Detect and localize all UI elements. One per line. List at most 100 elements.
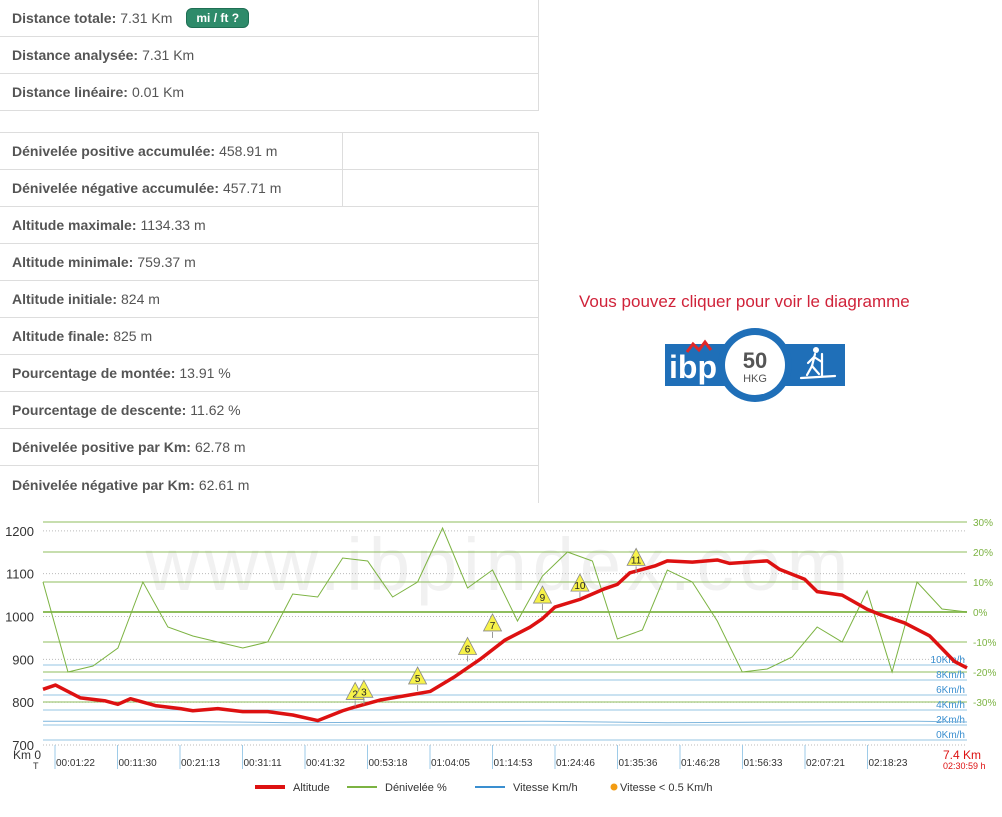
marker-triangle <box>482 613 503 632</box>
x-start-sub: T <box>33 761 39 771</box>
x-start-label: Km 0 <box>13 748 41 762</box>
series-slope-line <box>42 526 968 674</box>
y-tick-speed: 6Km/h <box>936 685 965 696</box>
distance-analysed-value: 7.31 Km <box>142 47 195 63</box>
distance-analysed-row: Distance analysée: 7.31 Km <box>0 37 539 74</box>
elevation-row-value: 458.91 m <box>219 143 278 159</box>
elevation-table: Dénivelée positive accumulée: 458.91 m D… <box>0 132 539 503</box>
distance-linear-row: Distance linéaire: 0.01 Km <box>0 74 539 111</box>
y-tick-speed: 2Km/h <box>936 715 965 726</box>
y-tick-speed: 4Km/h <box>936 700 965 711</box>
end-time: 02:30:59 h <box>943 761 986 771</box>
diagram-link[interactable]: Vous pouvez cliquer pour voir le diagram… <box>579 292 910 311</box>
legend-label: Vitesse < 0.5 Km/h <box>620 782 712 794</box>
altitude-profile-chart: www.ibpindex.com12001100100090080070030%… <box>5 518 996 794</box>
distance-linear-label: Distance linéaire: <box>12 84 128 100</box>
legend-label: Altitude <box>293 782 330 794</box>
badge-center <box>725 335 785 395</box>
elevation-row-label: Dénivelée positive accumulée: <box>12 143 216 159</box>
elevation-row-value: 824 m <box>121 291 160 307</box>
distance-total-label: Distance totale: <box>12 10 117 26</box>
hiker-icon <box>799 347 837 380</box>
end-distance: 7.4 Km <box>943 748 981 762</box>
x-tick-label: 01:35:36 <box>619 758 658 769</box>
elevation-row: Altitude maximale: 1134.33 m <box>0 207 539 244</box>
y-tick-speed: 8Km/h <box>936 670 965 681</box>
distance-analysed-label: Distance analysée: <box>12 47 139 63</box>
y-tick-altitude: 700 <box>12 738 34 753</box>
x-tick-label: 00:11:30 <box>119 758 158 769</box>
marker-label: 11 <box>631 555 642 566</box>
marker-triangle <box>532 585 553 604</box>
mountain-icon <box>685 339 713 353</box>
marker-label: 9 <box>540 593 546 604</box>
marker-triangle <box>570 573 590 592</box>
column-divider <box>342 133 343 207</box>
x-tick-label: 00:31:11 <box>244 758 283 769</box>
ibp-index-badge[interactable]: ibp 50 HKG <box>665 326 845 404</box>
elevation-row-label: Pourcentage de descente: <box>12 402 187 418</box>
elevation-row-label: Dénivelée positive par Km: <box>12 439 191 455</box>
y-tick-altitude: 1000 <box>5 610 34 625</box>
y-tick-slope: 30% <box>973 518 993 529</box>
marker-label: 5 <box>415 674 421 685</box>
elevation-row: Altitude minimale: 759.37 m <box>0 244 539 281</box>
marker-label: 6 <box>465 644 471 655</box>
elevation-row: Pourcentage de descente: 11.62 % <box>0 392 539 429</box>
elevation-row: Dénivelée positive accumulée: 458.91 m <box>0 133 539 170</box>
marker-triangle <box>626 547 646 566</box>
y-tick-slope: 10% <box>973 578 993 589</box>
badge-score: 50 <box>743 348 767 373</box>
x-tick-label: 00:21:13 <box>181 758 220 769</box>
legend-label: Vitesse Km/h <box>513 782 578 794</box>
elevation-row-label: Dénivelée négative par Km: <box>12 476 195 493</box>
x-tick-label: 00:41:32 <box>306 758 345 769</box>
elevation-row-label: Dénivelée négative accumulée: <box>12 180 219 196</box>
marker-label: 10 <box>574 581 586 592</box>
elevation-row-label: Altitude initiale: <box>12 291 117 307</box>
elevation-row-label: Altitude maximale: <box>12 217 137 233</box>
watermark: www.ibpindex.com <box>145 523 855 606</box>
x-tick-label: 01:24:46 <box>556 758 595 769</box>
elevation-row-value: 62.61 m <box>198 476 250 493</box>
elevation-row-label: Altitude finale: <box>12 328 110 344</box>
badge-code: HKG <box>743 373 767 385</box>
marker-triangle <box>457 636 478 655</box>
elevation-row-value: 62.78 m <box>194 439 246 455</box>
x-tick-label: 02:18:23 <box>869 758 908 769</box>
units-toggle-button[interactable]: mi / ft ? <box>186 8 250 28</box>
elevation-row: Dénivelée négative accumulée: 457.71 m <box>0 170 539 207</box>
x-tick-label: 02:07:21 <box>806 758 845 769</box>
marker-triangle <box>407 666 428 685</box>
x-tick-label: 00:53:18 <box>369 758 408 769</box>
elevation-row-value: 457.71 m <box>223 180 282 196</box>
elevation-row-value: 825 m <box>113 328 153 344</box>
distance-total-row: Distance totale: 7.31 Km mi / ft ? <box>0 0 539 37</box>
elevation-row-label: Altitude minimale: <box>12 254 134 270</box>
marker-label: 3 <box>361 687 367 698</box>
marker-label: 7 <box>490 621 496 632</box>
x-tick-label: 01:56:33 <box>744 758 783 769</box>
x-tick-label: 00:01:22 <box>56 758 95 769</box>
badge-brand-text: ibp <box>669 349 717 385</box>
series-altitude-line <box>42 558 968 723</box>
y-tick-slope: -30% <box>973 698 996 709</box>
legend-label: Dénivelée % <box>385 782 447 794</box>
elevation-row: Altitude finale: 825 m <box>0 318 539 355</box>
elevation-row-value: 759.37 m <box>137 254 196 270</box>
distance-linear-value: 0.01 Km <box>131 84 185 100</box>
elevation-row-label: Pourcentage de montée: <box>12 365 176 381</box>
y-tick-altitude: 900 <box>12 652 34 667</box>
elevation-row-value: 11.62 % <box>190 402 241 418</box>
y-tick-slope: -10% <box>973 638 996 649</box>
elevation-row-value: 13.91 % <box>179 365 231 381</box>
x-tick-label: 01:04:05 <box>431 758 470 769</box>
elevation-row: Dénivelée positive par Km: 62.78 m <box>0 429 539 466</box>
distance-total-value: 7.31 Km <box>120 10 173 26</box>
y-tick-altitude: 1200 <box>5 524 34 539</box>
y-tick-altitude: 1100 <box>6 567 34 582</box>
marker-triangle <box>354 679 374 698</box>
y-tick-slope: 20% <box>973 548 993 559</box>
y-tick-slope: 0% <box>973 608 988 619</box>
elevation-row: Dénivelée négative par Km: 62.61 m <box>0 466 539 503</box>
